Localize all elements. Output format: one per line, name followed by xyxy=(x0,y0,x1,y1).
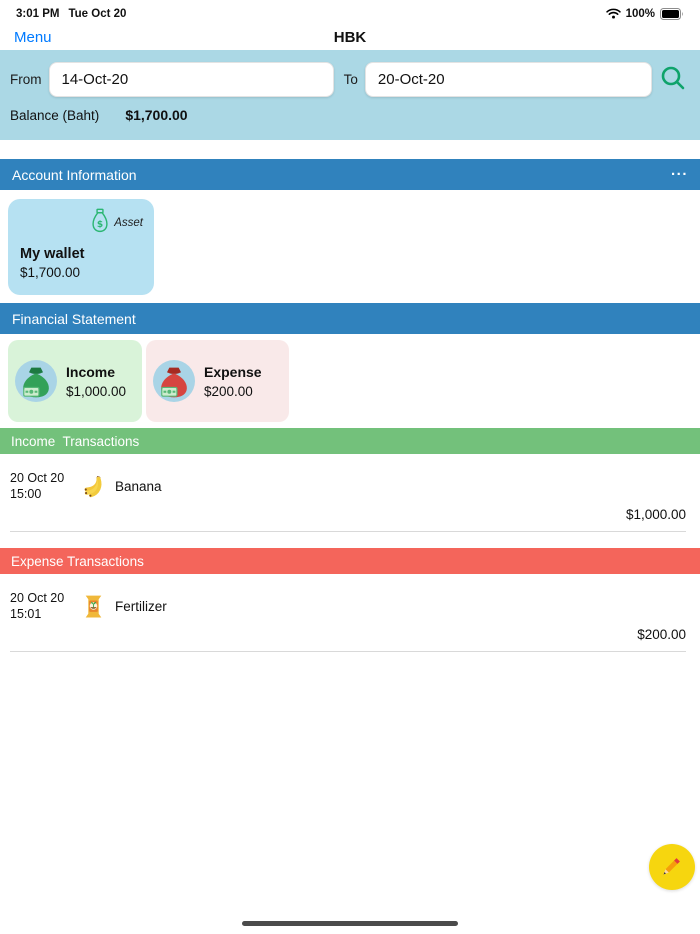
expense-value: $200.00 xyxy=(204,383,253,399)
battery-percent: 100% xyxy=(625,7,655,20)
menu-button[interactable]: Menu xyxy=(14,28,52,46)
account-body: $ Asset My wallet $1,700.00 xyxy=(0,190,700,303)
search-icon xyxy=(659,64,687,95)
battery-icon xyxy=(660,7,684,20)
financial-statement-header: Financial Statement xyxy=(0,303,700,334)
expense-summary-card[interactable]: Expense $200.00 xyxy=(146,340,289,422)
from-date-input[interactable] xyxy=(48,62,334,97)
expense-label: Expense xyxy=(204,363,262,380)
account-information-header: Account Information ... xyxy=(0,159,700,190)
transaction-row[interactable]: 20 Oct 20 15:00 Banana $1,000.00 xyxy=(10,470,686,532)
wallet-card[interactable]: $ Asset My wallet $1,700.00 xyxy=(8,199,154,295)
to-label: To xyxy=(343,72,358,87)
money-bag-outline-icon: $ xyxy=(91,208,109,238)
banana-icon xyxy=(81,474,106,499)
spacer xyxy=(0,140,700,159)
expense-transactions-header: Expense Transactions xyxy=(0,548,700,574)
expense-moneybag-icon xyxy=(153,360,195,402)
balance-value: $1,700.00 xyxy=(125,107,188,123)
status-time: 3:01 PM xyxy=(16,7,60,20)
divider xyxy=(10,651,686,652)
pencil-icon xyxy=(659,853,685,882)
wallet-balance: $1,700.00 xyxy=(20,265,81,280)
transaction-date: 20 Oct 20 xyxy=(10,471,65,485)
status-bar: 3:01 PM Tue Oct 20 100% xyxy=(0,0,700,24)
balance-label: Balance (Baht) xyxy=(10,108,100,123)
divider xyxy=(10,531,686,532)
income-label: Income xyxy=(66,363,116,380)
income-transactions-header: Income Transactions xyxy=(0,428,700,454)
transaction-name: Banana xyxy=(115,478,162,494)
financial-body: Income $1,000.00 Expense $200.00 xyxy=(0,334,700,428)
transaction-time: 15:01 xyxy=(10,607,42,621)
income-value: $1,000.00 xyxy=(66,383,127,399)
transaction-amount: $200.00 xyxy=(637,627,686,642)
transaction-amount: $1,000.00 xyxy=(625,507,686,522)
transaction-row[interactable]: 20 Oct 20 15:01 Fertilizer $200.00 xyxy=(10,590,686,652)
from-label: From xyxy=(10,72,42,87)
add-transaction-fab[interactable] xyxy=(649,844,695,890)
wallet-type-label: Asset xyxy=(114,217,143,229)
svg-text:$: $ xyxy=(97,220,103,230)
expense-transactions-list: 20 Oct 20 15:01 Fertilizer $200.00 xyxy=(0,574,700,668)
income-moneybag-icon xyxy=(15,360,57,402)
account-information-title: Account Information xyxy=(12,166,137,183)
fertilizer-icon xyxy=(81,594,106,619)
financial-statement-title: Financial Statement xyxy=(12,310,136,327)
status-date: Tue Oct 20 xyxy=(68,7,127,20)
page-title: HBK xyxy=(333,28,367,46)
date-filter-section: From To Balance (Baht) $1,700.00 xyxy=(0,50,700,140)
wallet-name: My wallet xyxy=(20,246,85,262)
to-date-input[interactable] xyxy=(364,62,652,97)
home-indicator[interactable] xyxy=(242,921,458,926)
transaction-name: Fertilizer xyxy=(115,598,167,614)
search-button[interactable] xyxy=(658,65,688,95)
wifi-icon xyxy=(605,8,621,19)
income-transactions-list: 20 Oct 20 15:00 Banana $1,000.00 xyxy=(0,454,700,548)
income-summary-card[interactable]: Income $1,000.00 xyxy=(8,340,142,422)
transaction-time: 15:00 xyxy=(10,487,42,501)
nav-bar: Menu HBK xyxy=(0,24,700,50)
transaction-date: 20 Oct 20 xyxy=(10,591,65,605)
